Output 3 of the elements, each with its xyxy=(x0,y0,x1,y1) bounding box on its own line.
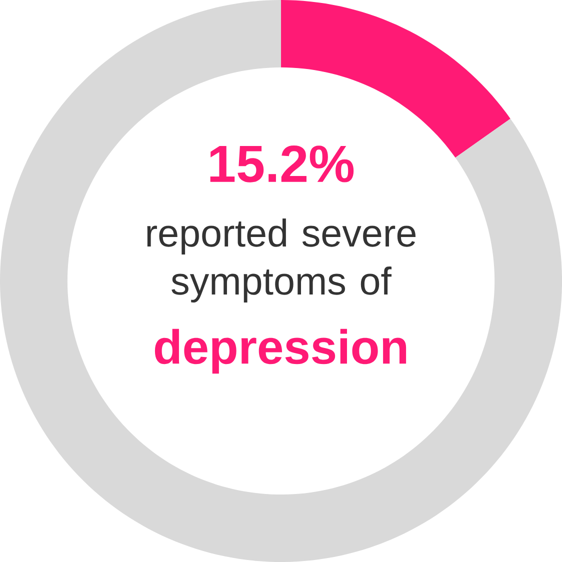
text: depression xyxy=(154,328,406,374)
text: reported severe symptoms of xyxy=(147,218,416,302)
data-label: 15.2% xyxy=(210,145,354,182)
